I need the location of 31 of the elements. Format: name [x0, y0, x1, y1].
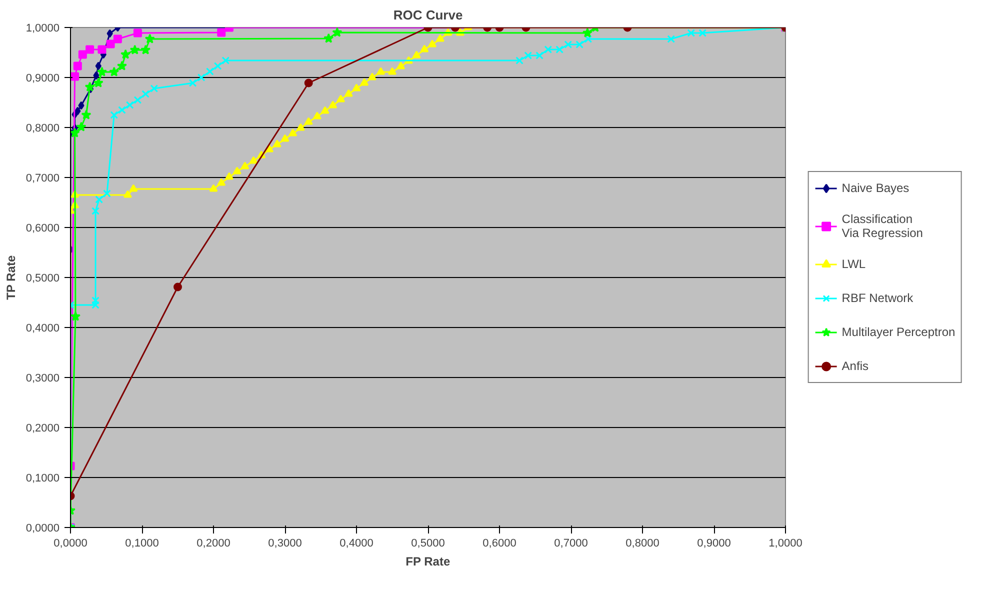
- chart-title: ROC Curve: [393, 8, 463, 22]
- x-tick-label: 0,2000: [196, 538, 230, 550]
- legend-label: LWL: [842, 256, 866, 272]
- x-tick-label: 0,5000: [411, 538, 445, 550]
- x-tick-label: 0,3000: [268, 538, 302, 550]
- y-tick-label: 0,3000: [26, 372, 60, 384]
- legend-label: Anfis: [842, 358, 868, 374]
- y-tick-label: 0,2000: [26, 422, 60, 434]
- x-tick-label: 0,6000: [482, 538, 516, 550]
- legend-label: Classification Via Regression: [842, 212, 923, 240]
- x-tick-label: 1,0000: [768, 538, 802, 550]
- y-tick-label: 1,0000: [26, 22, 60, 34]
- x-tick-label: 0,0000: [54, 538, 88, 550]
- y-tick-label: 0,6000: [26, 222, 60, 234]
- x-tick-label: 0,7000: [554, 538, 588, 550]
- x-tick-label: 0,4000: [340, 538, 374, 550]
- legend-label: RBF Network: [842, 290, 914, 306]
- y-tick-label: 0,9000: [26, 72, 60, 84]
- y-tick-label: 0,4000: [26, 322, 60, 334]
- y-axis-title: TP Rate: [4, 255, 18, 300]
- x-tick-label: 0,8000: [626, 538, 660, 550]
- legend-label: Naive Bayes: [842, 180, 910, 196]
- y-tick-label: 0,0000: [26, 522, 60, 534]
- y-tick-label: 0,8000: [26, 122, 60, 134]
- y-tick-label: 0,1000: [26, 472, 60, 484]
- x-tick-label: 0,1000: [125, 538, 159, 550]
- legend-label: Multilayer Perceptron: [842, 324, 956, 340]
- x-axis-title: FP Rate: [406, 554, 450, 568]
- x-tick-label: 0,9000: [697, 538, 731, 550]
- y-tick-label: 0,5000: [26, 272, 60, 284]
- y-tick-label: 0,7000: [26, 172, 60, 184]
